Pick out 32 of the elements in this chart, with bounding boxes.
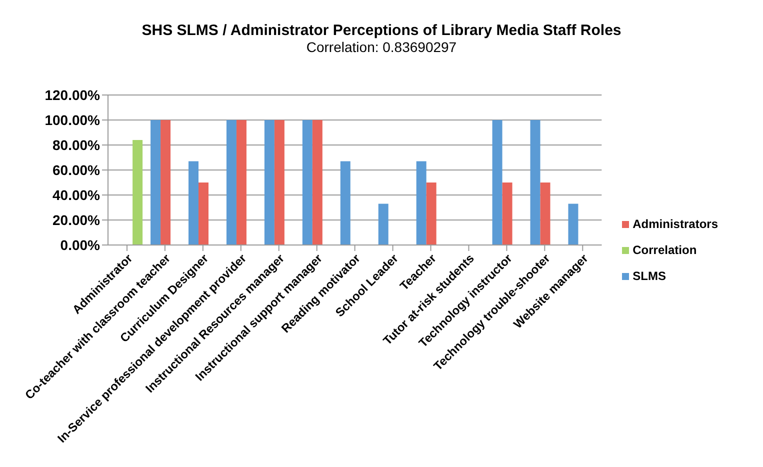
bar xyxy=(198,182,208,245)
bar xyxy=(502,182,512,245)
bar xyxy=(302,120,312,245)
bar xyxy=(160,120,171,245)
y-tick-label: 120.00% xyxy=(44,86,101,103)
bar xyxy=(540,182,550,245)
bar xyxy=(188,161,198,245)
bar xyxy=(264,120,274,245)
bar xyxy=(312,120,322,245)
y-tick-label: 60.00% xyxy=(52,162,101,178)
legend-label: Administrators xyxy=(632,217,718,231)
bar xyxy=(426,182,436,245)
bar xyxy=(274,120,284,245)
bar xyxy=(340,161,350,245)
bar xyxy=(530,120,540,245)
bar xyxy=(132,140,143,245)
y-tick-label: 100.00% xyxy=(44,112,101,128)
bar xyxy=(492,120,502,245)
y-tick-label: 80.00% xyxy=(52,136,101,153)
bar xyxy=(416,161,426,245)
chart-subtitle: Correlation: 0.83690297 xyxy=(305,39,458,55)
y-tick-label: 20.00% xyxy=(52,212,101,228)
legend-label: SLMS xyxy=(632,269,666,283)
bar xyxy=(150,120,161,245)
bar xyxy=(236,120,246,245)
bar xyxy=(568,204,578,245)
legend-label: Correlation xyxy=(632,243,697,257)
y-tick-label: 40.00% xyxy=(52,186,101,203)
bar xyxy=(378,204,388,245)
chart-title: SHS SLMS / Administrator Perceptions of Library Media Staff Roles xyxy=(140,22,622,39)
bar xyxy=(226,120,236,245)
y-tick-label: 0.00% xyxy=(60,236,101,253)
